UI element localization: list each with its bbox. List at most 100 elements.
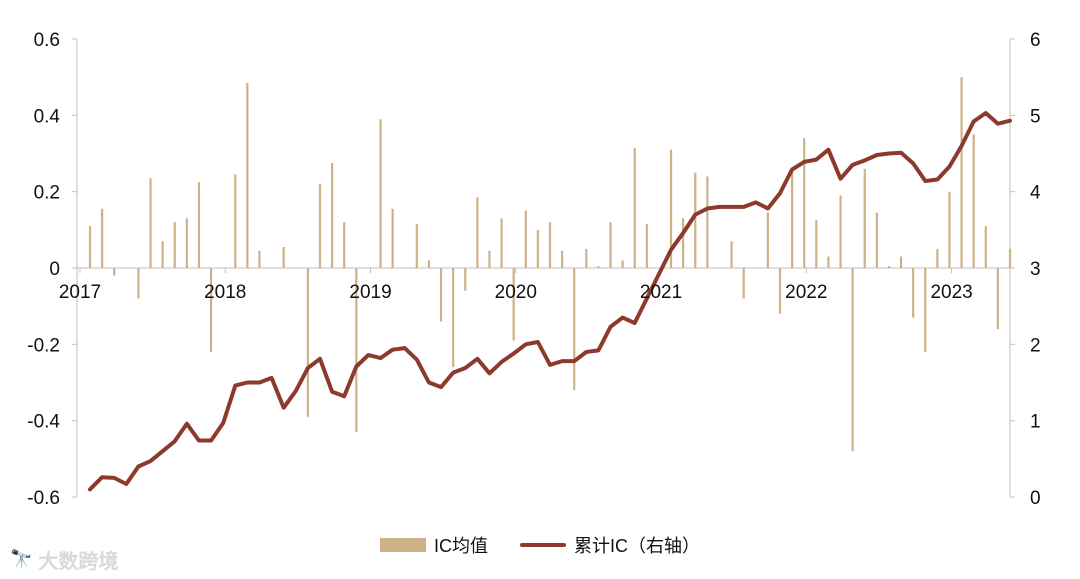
x-tick-label: 2017 [59,282,101,303]
bar-50 [694,172,697,268]
left-tick-label: 0 [49,259,60,280]
watermark-logo-icon: 🔭 [10,549,33,570]
bar-29 [439,268,443,322]
bar-27 [415,224,418,268]
bar-14 [258,250,261,268]
watermark-text: 大数跨境 [38,549,119,573]
cumulative-ic-line [88,111,1012,492]
legend-label-line: 累计IC（右轴） [574,536,700,556]
bar-40 [573,268,576,391]
bar-59 [803,138,806,268]
bar-71 [948,191,951,268]
bar-6 [161,241,164,268]
bar-60 [815,220,818,268]
right-tick-label: 5 [1030,106,1041,127]
right-tick-label: 2 [1030,335,1041,356]
bar-1 [101,208,104,268]
bar-70 [936,248,939,268]
bar-22 [355,268,358,433]
legend-item-line: 累计IC（右轴） [520,532,700,558]
x-tick-label: 2019 [349,282,391,303]
bar-series-ic-mean [88,77,1012,452]
bar-45 [633,147,636,268]
bar-61 [827,256,830,268]
bar-21 [343,222,346,268]
bar-13 [246,82,249,269]
left-tick-label: -0.6 [27,488,60,509]
bar-39 [561,250,564,268]
bar-64 [863,168,866,268]
bar-74 [984,226,987,268]
watermark: 🔭 大数跨境 [10,545,118,574]
bar-4 [137,268,140,299]
bar-76 [1008,248,1012,268]
bar-2 [113,268,116,276]
axes-group [72,38,1015,498]
legend-swatch-bar [380,538,426,552]
bar-38 [548,222,552,268]
left-tick-label: -0.2 [27,335,60,356]
x-tick-label: 2022 [785,282,827,303]
legend-swatch-line [520,543,566,547]
bar-51 [706,176,709,268]
right-tick-label: 4 [1030,183,1041,204]
bar-19 [318,184,322,268]
bar-35 [512,268,515,341]
legend-item-bar: IC均值 [380,532,488,558]
bar-20 [331,163,334,268]
bar-31 [464,268,467,291]
x-tick-label: 2020 [495,282,537,303]
bar-73 [972,134,975,268]
legend: IC均值 累计IC（右轴） [0,532,1080,558]
x-tick-label: 2021 [640,282,682,303]
legend-label-bar: IC均值 [434,536,488,556]
bar-33 [488,250,491,268]
bar-68 [912,268,915,318]
left-tick-label: -0.4 [27,412,60,433]
line-series-cumulative-ic [88,111,1012,492]
bar-28 [427,260,431,268]
bar-58 [791,172,794,268]
bar-36 [524,210,527,268]
bar-32 [476,197,479,268]
bar-8 [185,218,188,268]
left-tick-label: 0.4 [34,106,61,127]
bar-75 [996,268,999,330]
bar-37 [536,229,539,268]
bar-42 [597,266,600,268]
left-tick-label: 0.2 [34,183,60,204]
bar-63 [851,268,854,452]
bar-41 [585,248,588,268]
bar-16 [282,247,285,268]
x-tick-label: 2023 [930,282,972,303]
bar-62 [839,195,842,268]
bar-65 [875,212,878,268]
bar-12 [234,174,237,268]
bar-54 [742,268,745,299]
right-tick-label: 6 [1030,30,1041,51]
bar-46 [645,224,648,268]
bar-53 [730,241,733,268]
bar-7 [173,222,176,268]
bar-43 [609,222,612,268]
bar-69 [924,268,927,352]
bar-67 [899,256,903,268]
bar-24 [379,119,382,269]
bar-25 [391,208,394,268]
bar-10 [209,268,213,352]
bar-66 [887,266,891,268]
bar-30 [452,268,455,368]
bar-5 [149,178,152,268]
bar-18 [306,268,309,417]
right-tick-label: 0 [1030,488,1041,509]
right-tick-label: 1 [1030,412,1041,433]
bar-49 [682,218,685,268]
bar-72 [960,77,963,269]
bar-57 [778,268,782,314]
bar-44 [621,260,624,268]
bar-34 [500,218,503,268]
bar-9 [197,182,201,268]
bar-56 [766,212,769,268]
